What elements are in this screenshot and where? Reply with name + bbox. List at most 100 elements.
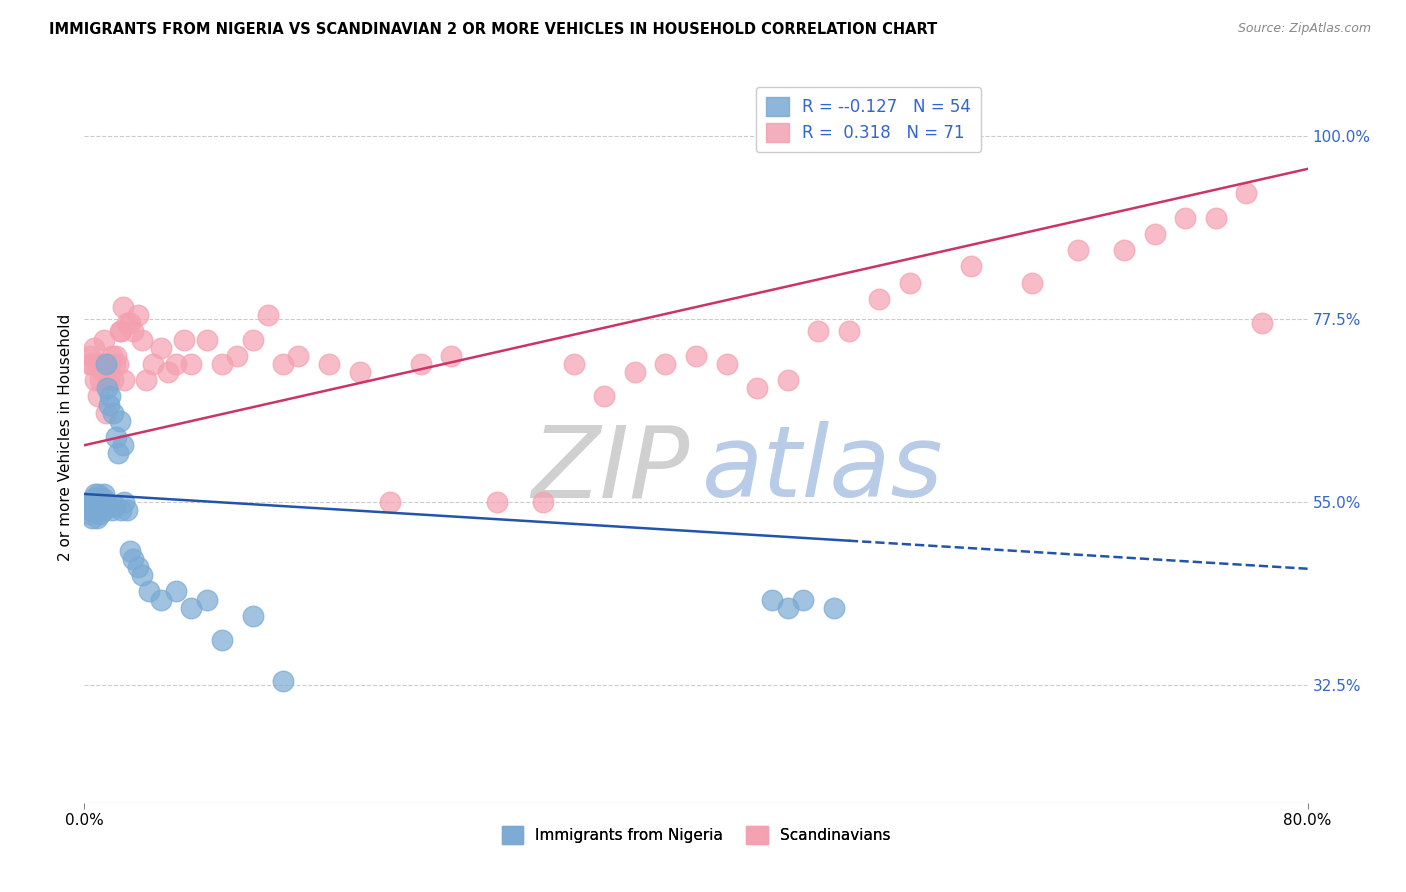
Point <box>122 325 145 339</box>
Point <box>91 491 114 505</box>
Point <box>93 487 115 501</box>
Point <box>77 357 100 371</box>
Legend: Immigrants from Nigeria, Scandinavians: Immigrants from Nigeria, Scandinavians <box>495 820 897 850</box>
Point <box>107 357 129 371</box>
Point <box>77 508 100 522</box>
Point <box>94 495 117 509</box>
Point <box>195 333 218 347</box>
Point <box>716 357 738 371</box>
Point <box>115 316 138 330</box>
Point <box>91 499 114 513</box>
Point <box>93 333 115 347</box>
Point <box>89 508 111 522</box>
Point <box>486 495 509 509</box>
Point <box>440 349 463 363</box>
Point <box>94 357 117 371</box>
Point <box>110 325 132 339</box>
Point <box>111 438 134 452</box>
Point <box>211 633 233 648</box>
Point <box>380 495 402 509</box>
Point <box>108 414 131 428</box>
Point <box>89 499 111 513</box>
Point <box>91 365 114 379</box>
Point <box>960 260 983 274</box>
Point <box>531 495 554 509</box>
Point <box>101 349 124 363</box>
Point <box>685 349 707 363</box>
Point <box>792 592 814 607</box>
Point <box>776 600 799 615</box>
Point <box>96 357 118 371</box>
Point <box>823 600 845 615</box>
Point <box>84 499 107 513</box>
Point <box>180 357 202 371</box>
Point <box>142 357 165 371</box>
Point <box>103 373 125 387</box>
Point <box>562 357 585 371</box>
Point <box>287 349 309 363</box>
Point <box>131 568 153 582</box>
Point <box>96 499 118 513</box>
Point <box>257 308 280 322</box>
Point <box>97 398 120 412</box>
Point <box>1236 186 1258 201</box>
Point <box>1205 211 1227 225</box>
Text: Source: ZipAtlas.com: Source: ZipAtlas.com <box>1237 22 1371 36</box>
Point <box>76 499 98 513</box>
Point <box>211 357 233 371</box>
Text: ZIP: ZIP <box>531 422 690 518</box>
Point <box>165 357 187 371</box>
Text: IMMIGRANTS FROM NIGERIA VS SCANDINAVIAN 2 OR MORE VEHICLES IN HOUSEHOLD CORRELAT: IMMIGRANTS FROM NIGERIA VS SCANDINAVIAN … <box>49 22 938 37</box>
Point <box>105 430 128 444</box>
Point <box>624 365 647 379</box>
Point <box>101 503 124 517</box>
Point <box>93 503 115 517</box>
Point <box>761 592 783 607</box>
Point <box>84 487 107 501</box>
Point <box>86 511 108 525</box>
Point <box>807 325 830 339</box>
Point <box>107 446 129 460</box>
Point <box>87 503 110 517</box>
Y-axis label: 2 or more Vehicles in Household: 2 or more Vehicles in Household <box>58 313 73 561</box>
Point <box>838 325 860 339</box>
Point <box>173 333 195 347</box>
Point <box>79 503 101 517</box>
Point <box>898 276 921 290</box>
Point <box>90 495 112 509</box>
Point <box>271 673 294 688</box>
Point <box>120 544 142 558</box>
Text: atlas: atlas <box>702 422 943 518</box>
Point <box>83 491 105 505</box>
Point <box>1114 243 1136 257</box>
Point <box>104 357 127 371</box>
Point <box>83 341 105 355</box>
Point <box>869 292 891 306</box>
Point <box>120 316 142 330</box>
Point <box>349 365 371 379</box>
Point <box>318 357 340 371</box>
Point <box>89 373 111 387</box>
Point <box>103 406 125 420</box>
Point <box>97 373 120 387</box>
Point <box>89 491 111 505</box>
Point <box>149 341 172 355</box>
Point <box>98 389 121 403</box>
Point <box>157 365 180 379</box>
Point <box>80 511 103 525</box>
Point <box>105 349 128 363</box>
Point <box>242 333 264 347</box>
Point <box>87 487 110 501</box>
Point <box>593 389 616 403</box>
Point <box>79 349 101 363</box>
Point <box>87 389 110 403</box>
Point <box>84 373 107 387</box>
Point <box>242 608 264 623</box>
Point <box>776 373 799 387</box>
Point <box>1174 211 1197 225</box>
Point <box>180 600 202 615</box>
Point <box>112 373 135 387</box>
Point <box>131 333 153 347</box>
Point <box>271 357 294 371</box>
Point <box>127 560 149 574</box>
